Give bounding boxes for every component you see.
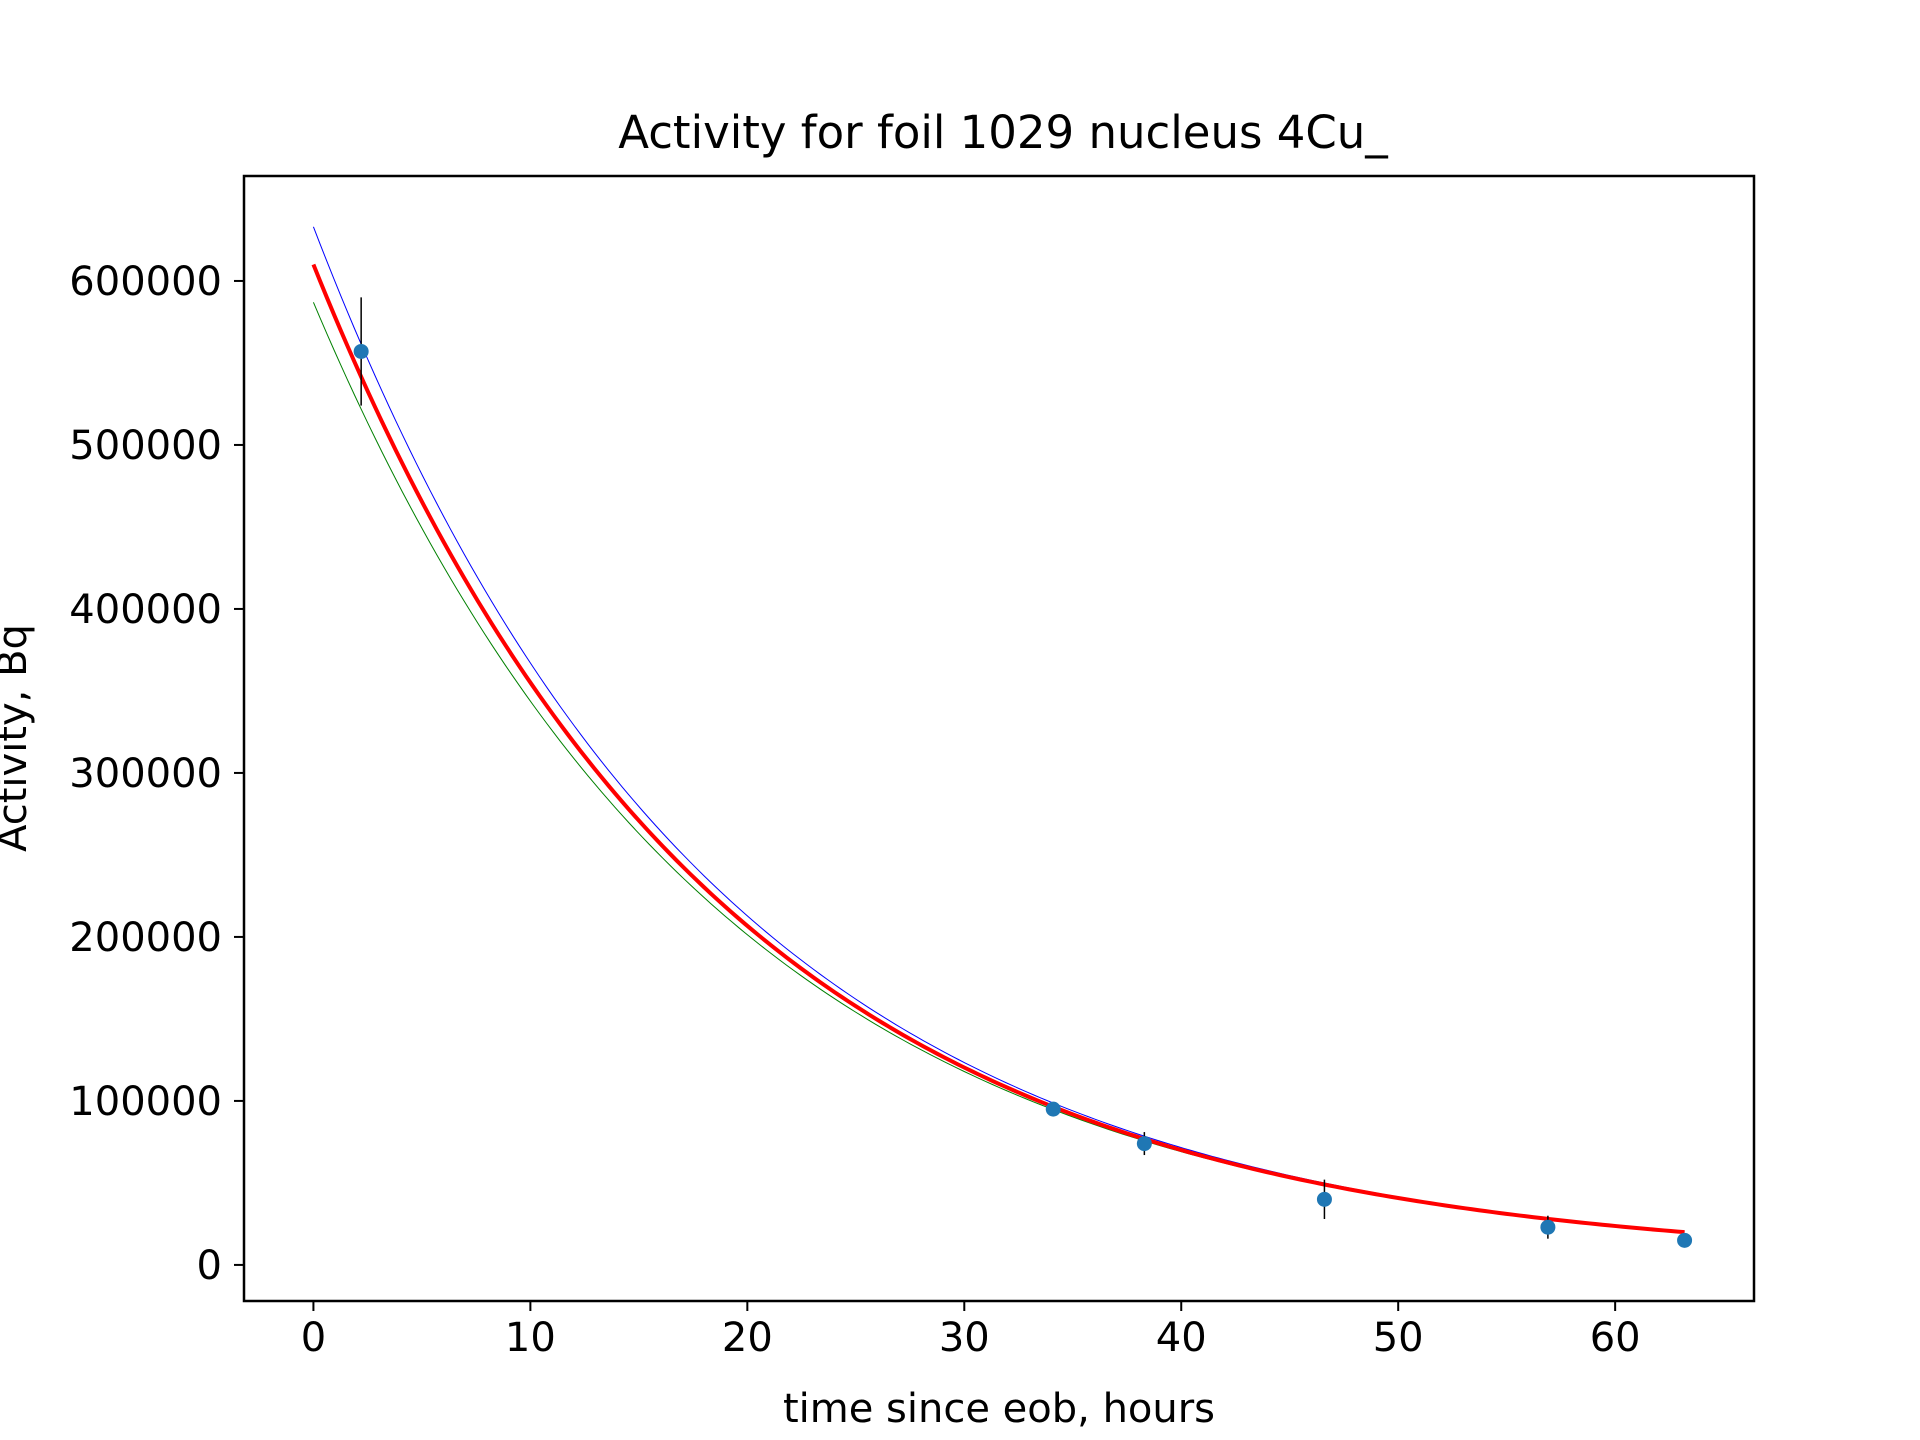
data-point bbox=[1045, 1101, 1061, 1117]
y-tick-label: 100000 bbox=[69, 1079, 222, 1125]
y-tick-label: 200000 bbox=[69, 915, 222, 961]
fit-curves bbox=[311, 226, 1685, 1235]
x-tick-label: 30 bbox=[939, 1315, 990, 1361]
x-axis-label: time since eob, hours bbox=[783, 1386, 1215, 1432]
y-tick-label: 500000 bbox=[69, 423, 222, 469]
data-points bbox=[353, 343, 1693, 1248]
data-point bbox=[1136, 1136, 1152, 1152]
data-point bbox=[1540, 1219, 1556, 1235]
data-point bbox=[1677, 1232, 1693, 1248]
data-point bbox=[353, 343, 369, 359]
x-axis-ticks: 0 10 20 30 40 50 60 bbox=[301, 1301, 1641, 1361]
x-tick-label: 20 bbox=[722, 1315, 773, 1361]
x-tick-label: 40 bbox=[1156, 1315, 1207, 1361]
chart-title: Activity for foil 1029 nucleus 4Cu_ bbox=[618, 106, 1388, 159]
y-axis-ticks: 0 100000 200000 300000 400000 500000 600000 bbox=[69, 259, 244, 1289]
fit-curve-1 bbox=[312, 226, 1685, 1233]
plot-frame bbox=[242, 174, 1756, 1303]
y-tick-label: 0 bbox=[197, 1243, 222, 1289]
x-tick-label: 60 bbox=[1590, 1315, 1641, 1361]
fit-curve-2 bbox=[312, 302, 1685, 1233]
x-tick-label: 50 bbox=[1373, 1315, 1424, 1361]
y-tick-label: 600000 bbox=[69, 259, 222, 305]
data-point bbox=[1316, 1191, 1332, 1207]
y-tick-label: 400000 bbox=[69, 587, 222, 633]
x-tick-label: 10 bbox=[505, 1315, 556, 1361]
y-axis-label: Activity, Bq bbox=[0, 624, 36, 852]
y-tick-label: 300000 bbox=[69, 751, 222, 797]
fit-curve-3 bbox=[311, 263, 1685, 1235]
x-tick-label: 0 bbox=[301, 1315, 326, 1361]
error-bars bbox=[360, 297, 1686, 1244]
